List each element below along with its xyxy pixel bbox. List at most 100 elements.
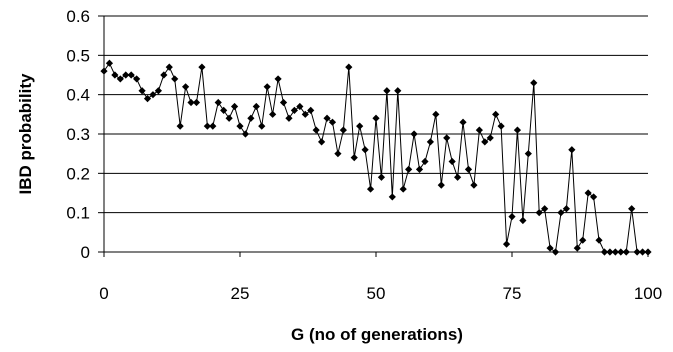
data-point — [426, 138, 434, 146]
data-point — [388, 193, 396, 201]
data-point — [225, 114, 233, 122]
data-point — [546, 244, 554, 252]
series-line — [103, 62, 648, 253]
data-point — [220, 106, 228, 114]
x-tick-label: 50 — [367, 284, 386, 303]
x-tick-label: 75 — [503, 284, 522, 303]
data-point — [606, 248, 614, 256]
data-point — [252, 102, 260, 111]
data-point — [307, 106, 315, 114]
data-point — [133, 75, 141, 83]
data-point — [394, 87, 402, 95]
data-point — [154, 87, 162, 95]
data-point — [214, 98, 222, 107]
x-axis-title: G (no of generations) — [291, 325, 463, 344]
data-point — [236, 122, 244, 130]
data-point — [541, 205, 549, 213]
y-axis-title: IBD probability — [16, 73, 35, 194]
data-point — [366, 185, 375, 193]
data-point — [296, 102, 304, 111]
x-tick-labels: 0 25 50 75 100 — [99, 284, 662, 303]
data-point — [334, 150, 342, 158]
data-point — [149, 91, 157, 99]
data-point — [448, 157, 456, 166]
data-point — [475, 126, 483, 134]
data-point — [274, 75, 282, 83]
data-point — [312, 126, 320, 134]
data-point — [100, 67, 108, 75]
data-point — [513, 126, 522, 134]
data-point — [432, 110, 440, 118]
y-tick-label: 0.4 — [66, 86, 90, 105]
data-point — [203, 122, 211, 130]
data-point — [187, 98, 195, 107]
data-point — [617, 248, 625, 256]
data-point — [437, 181, 445, 189]
data-point — [584, 189, 592, 197]
data-point — [415, 165, 424, 173]
y-tick-labels: 0 0.1 0.2 0.3 0.4 0.5 0.6 — [66, 7, 90, 262]
data-point — [323, 114, 331, 122]
data-point — [579, 236, 587, 244]
data-point — [198, 63, 206, 71]
y-tick-label: 0.2 — [66, 164, 90, 183]
data-point — [622, 248, 630, 256]
data-point — [116, 75, 124, 83]
data-point — [399, 185, 407, 193]
y-tick-label: 0.3 — [66, 125, 90, 144]
data-point — [535, 209, 543, 217]
data-point — [111, 71, 119, 79]
data-point — [138, 87, 146, 95]
data-point — [492, 110, 500, 118]
data-point — [573, 244, 581, 252]
y-tick-label: 0.1 — [66, 204, 90, 223]
data-point — [160, 71, 168, 79]
data-point — [383, 87, 391, 95]
data-point — [372, 114, 380, 122]
data-point — [192, 98, 201, 107]
data-point — [421, 157, 429, 166]
data-point — [339, 126, 347, 134]
data-point — [290, 106, 298, 114]
data-point — [638, 248, 647, 256]
data-point — [557, 209, 565, 217]
data-point — [165, 63, 173, 71]
data-point — [530, 79, 538, 87]
data-point — [350, 154, 358, 162]
data-point — [176, 122, 184, 130]
data-point — [459, 118, 467, 126]
data-point — [377, 173, 386, 181]
data-point — [345, 63, 353, 71]
data-point — [405, 165, 413, 173]
data-point — [318, 138, 326, 146]
data-point — [464, 165, 473, 173]
gridlines — [104, 15, 648, 214]
data-point — [361, 146, 369, 154]
data-point — [454, 173, 462, 181]
data-point — [568, 146, 576, 154]
data-point — [519, 216, 527, 225]
data-point — [508, 213, 516, 221]
data-point — [551, 248, 560, 256]
data-point — [590, 193, 598, 201]
data-point — [285, 114, 293, 122]
data-point — [595, 236, 603, 244]
data-point — [633, 248, 641, 256]
data-point — [230, 102, 239, 111]
data-point — [486, 134, 494, 142]
data-point — [247, 114, 255, 122]
data-point — [127, 71, 135, 79]
data-point — [481, 138, 489, 146]
data-point — [443, 134, 451, 142]
data-point — [328, 118, 337, 126]
data-point — [143, 95, 152, 103]
x-tick-label: 100 — [634, 284, 662, 303]
data-point — [279, 98, 288, 107]
data-point — [105, 59, 114, 67]
data-point — [182, 83, 190, 91]
data-point — [410, 130, 418, 138]
data-point — [611, 248, 619, 256]
data-series — [100, 59, 652, 256]
y-tick-label: 0.5 — [66, 46, 90, 65]
